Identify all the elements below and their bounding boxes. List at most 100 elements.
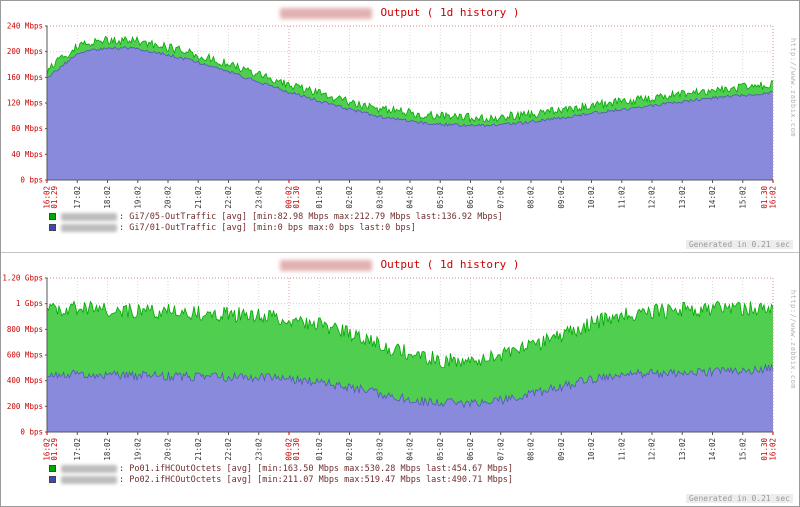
svg-text:04:02: 04:02 (406, 186, 415, 209)
svg-text:01.30: 01.30 (760, 186, 769, 209)
svg-text:06:02: 06:02 (466, 186, 475, 209)
legend-row: : Gi7/01-OutTraffic [avg] [min:0 bps max… (49, 223, 799, 234)
svg-text:13:02: 13:02 (678, 186, 687, 209)
svg-text:00:02: 00:02 (285, 438, 294, 461)
svg-text:23:02: 23:02 (254, 186, 263, 209)
svg-text:01.30: 01.30 (760, 438, 769, 461)
traffic-chart[interactable]: 0 bps 200 Mbps 400 Mbps 600 Mbps 800 Mbps 1 G… (1, 274, 799, 462)
series-color-swatch (49, 465, 56, 472)
svg-text:14:02: 14:02 (708, 186, 717, 209)
graph-panel-bottom: Output ( 1d history ) 0 bps 200 Mbps 400 M… (1, 253, 799, 506)
zabbix-watermark: http://www.zabbix.com (789, 290, 797, 390)
chart-area: 0 bps 200 Mbps 400 Mbps 600 Mbps 800 Mbps 1 G… (1, 274, 799, 462)
svg-text:21:02: 21:02 (194, 186, 203, 209)
svg-text:18:02: 18:02 (103, 438, 112, 461)
svg-text:800 Mbps: 800 Mbps (7, 325, 43, 334)
graph-title-text: Output ( 1d history ) (380, 258, 520, 271)
redacted-item-prefix (61, 464, 117, 473)
svg-text:16:02: 16:02 (43, 186, 52, 209)
svg-text:09:02: 09:02 (557, 186, 566, 209)
graph-title-row: Output ( 1d history ) (1, 253, 799, 274)
svg-text:22:02: 22:02 (224, 438, 233, 461)
legend-text: : Gi7/05-OutTraffic [avg] [min:82.98 Mbp… (119, 212, 503, 222)
series-color-swatch (49, 224, 56, 231)
svg-text:08:02: 08:02 (527, 186, 536, 209)
svg-text:20:02: 20:02 (164, 186, 173, 209)
graph-title-row: Output ( 1d history ) (1, 1, 799, 22)
generated-label: Generated in 0.21 sec (685, 240, 793, 249)
redacted-hostname (280, 259, 373, 271)
svg-text:10:02: 10:02 (587, 438, 596, 461)
svg-text:19:02: 19:02 (133, 186, 142, 209)
svg-text:19:02: 19:02 (133, 438, 142, 461)
svg-text:02:02: 02:02 (345, 438, 354, 461)
svg-text:05:02: 05:02 (436, 438, 445, 461)
svg-text:120 Mbps: 120 Mbps (7, 99, 43, 108)
svg-text:11:02: 11:02 (617, 186, 626, 209)
redacted-item-prefix (61, 212, 117, 221)
svg-text:22:02: 22:02 (224, 186, 233, 209)
svg-text:17:02: 17:02 (73, 438, 82, 461)
svg-text:03:02: 03:02 (375, 438, 384, 461)
redacted-item-prefix (61, 475, 117, 484)
svg-text:40 Mbps: 40 Mbps (11, 150, 43, 159)
svg-text:00:02: 00:02 (285, 186, 294, 209)
svg-text:12:02: 12:02 (648, 438, 657, 461)
svg-text:200 Mbps: 200 Mbps (7, 47, 43, 56)
svg-text:04:02: 04:02 (406, 438, 415, 461)
svg-text:01:02: 01:02 (315, 438, 324, 461)
legend-text: : Po01.ifHCOutOctets [avg] [min:163.50 M… (119, 464, 514, 474)
svg-text:01.30: 01.30 (292, 186, 301, 209)
svg-text:80 Mbps: 80 Mbps (11, 124, 43, 133)
svg-text:1.20 Gbps: 1.20 Gbps (2, 274, 43, 283)
svg-text:16:02: 16:02 (769, 438, 778, 461)
legend-row: : Gi7/05-OutTraffic [avg] [min:82.98 Mbp… (49, 212, 799, 223)
svg-text:600 Mbps: 600 Mbps (7, 351, 43, 360)
redacted-item-prefix (61, 223, 117, 232)
svg-text:08:02: 08:02 (527, 438, 536, 461)
svg-text:400 Mbps: 400 Mbps (7, 376, 43, 385)
svg-text:0 bps: 0 bps (20, 176, 43, 185)
svg-text:02:02: 02:02 (345, 186, 354, 209)
series-color-swatch (49, 476, 56, 483)
svg-text:200 Mbps: 200 Mbps (7, 402, 43, 411)
svg-text:240 Mbps: 240 Mbps (7, 22, 43, 31)
svg-text:13:02: 13:02 (678, 438, 687, 461)
legend-text: : Po02.ifHCOutOctets [avg] [min:211.07 M… (119, 475, 514, 485)
svg-text:01:02: 01:02 (315, 186, 324, 209)
svg-text:05:02: 05:02 (436, 186, 445, 209)
graph-title-text: Output ( 1d history ) (380, 6, 520, 19)
graph-panel-top: Output ( 1d history ) 0 bps 40 Mbps 80 Mbp… (1, 1, 799, 253)
svg-text:11:02: 11:02 (617, 438, 626, 461)
redacted-hostname (280, 7, 373, 19)
legend: : Gi7/05-OutTraffic [avg] [min:82.98 Mbp… (1, 210, 799, 234)
legend-row: : Po01.ifHCOutOctets [avg] [min:163.50 M… (49, 464, 799, 475)
traffic-chart[interactable]: 0 bps 40 Mbps 80 Mbps 120 Mbps 160 Mbps 200 M… (1, 22, 799, 210)
svg-text:01.29: 01.29 (50, 186, 59, 209)
svg-text:21:02: 21:02 (194, 438, 203, 461)
series-color-swatch (49, 213, 56, 220)
svg-text:16:02: 16:02 (43, 438, 52, 461)
svg-text:20:02: 20:02 (164, 438, 173, 461)
svg-text:23:02: 23:02 (254, 438, 263, 461)
svg-text:15:02: 15:02 (738, 438, 747, 461)
svg-text:01.29: 01.29 (50, 438, 59, 461)
svg-text:160 Mbps: 160 Mbps (7, 73, 43, 82)
svg-text:18:02: 18:02 (103, 186, 112, 209)
legend: : Po01.ifHCOutOctets [avg] [min:163.50 M… (1, 462, 799, 486)
svg-text:10:02: 10:02 (587, 186, 596, 209)
svg-text:0 bps: 0 bps (20, 428, 43, 437)
svg-text:14:02: 14:02 (708, 438, 717, 461)
svg-text:01.30: 01.30 (292, 438, 301, 461)
svg-text:17:02: 17:02 (73, 186, 82, 209)
svg-text:12:02: 12:02 (648, 186, 657, 209)
svg-text:03:02: 03:02 (375, 186, 384, 209)
svg-text:07:02: 07:02 (496, 438, 505, 461)
svg-text:1 Gbps: 1 Gbps (16, 299, 43, 308)
zabbix-watermark: http://www.zabbix.com (789, 38, 797, 138)
generated-label: Generated in 0.21 sec (685, 494, 793, 503)
svg-text:15:02: 15:02 (738, 186, 747, 209)
svg-text:07:02: 07:02 (496, 186, 505, 209)
legend-row: : Po02.ifHCOutOctets [avg] [min:211.07 M… (49, 475, 799, 486)
